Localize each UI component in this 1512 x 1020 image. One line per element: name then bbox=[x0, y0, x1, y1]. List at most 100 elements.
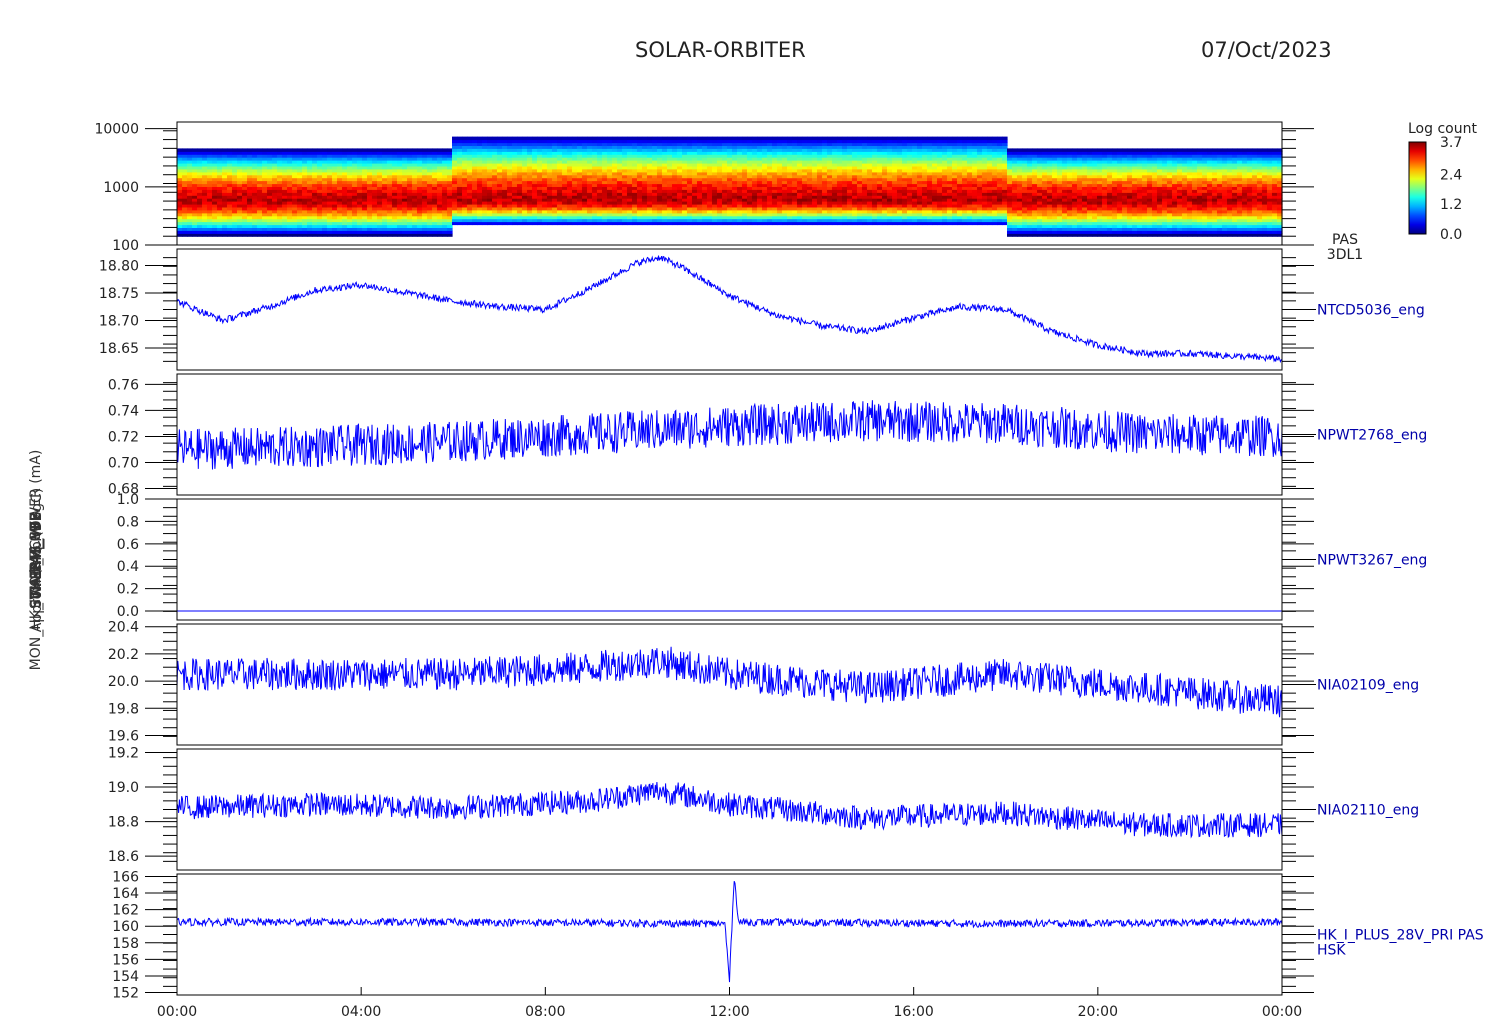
spectrogram-cell bbox=[287, 195, 293, 199]
spectrogram-cell bbox=[677, 168, 683, 173]
spectrogram-cell bbox=[362, 177, 368, 182]
spectrogram-cell bbox=[332, 177, 338, 182]
spectrogram-cell bbox=[447, 204, 453, 208]
spectrogram-cell bbox=[847, 206, 853, 211]
spectrogram-cell bbox=[682, 165, 688, 170]
spectrogram-cell bbox=[807, 186, 813, 190]
spectrogram-cell bbox=[867, 221, 873, 226]
spectrogram-cell bbox=[917, 174, 923, 179]
spectrogram-cell bbox=[187, 218, 193, 223]
spectrogram-cell bbox=[292, 195, 298, 199]
spectrogram-cell bbox=[942, 212, 948, 217]
spectrogram-cell bbox=[307, 186, 313, 190]
spectrogram-cell bbox=[472, 183, 478, 187]
spectrogram-cell bbox=[912, 183, 918, 187]
spectrogram-cell bbox=[992, 145, 998, 149]
spectrogram-cell bbox=[912, 195, 918, 199]
spectrogram-cell bbox=[737, 142, 743, 146]
spectrogram-cell bbox=[997, 201, 1003, 205]
spectrogram-cell bbox=[207, 227, 213, 231]
spectrogram-cell bbox=[322, 201, 328, 205]
spectrogram-cell bbox=[312, 157, 318, 161]
spectrogram-cell bbox=[277, 183, 283, 187]
spectrogram-cell bbox=[482, 204, 488, 208]
spectrogram-cell bbox=[542, 198, 548, 202]
spectrogram-cell bbox=[667, 186, 673, 190]
spectrogram-cell bbox=[227, 204, 233, 208]
spectrogram-cell bbox=[377, 180, 383, 185]
spectrogram-cell bbox=[717, 142, 723, 146]
spectrogram-cell bbox=[567, 142, 573, 146]
spectrogram-cell bbox=[262, 160, 268, 164]
spectrogram-cell bbox=[782, 145, 788, 149]
spectrogram-cell bbox=[732, 209, 738, 214]
spectrogram-cell bbox=[197, 206, 203, 211]
spectrogram-cell bbox=[637, 195, 643, 199]
spectrogram-cell bbox=[562, 218, 568, 223]
spectrogram-cell bbox=[267, 160, 273, 164]
spectrogram-cell bbox=[712, 195, 718, 199]
spectrogram-cell bbox=[342, 215, 348, 220]
spectrogram-cell bbox=[712, 151, 718, 155]
spectrogram-cell bbox=[332, 209, 338, 214]
spectrogram-cell bbox=[437, 186, 443, 190]
spectrogram-cell bbox=[897, 171, 903, 176]
spectrogram-cell bbox=[282, 192, 288, 196]
spectrogram-cell bbox=[897, 160, 903, 164]
spectrogram-cell bbox=[407, 201, 413, 205]
spectrogram-cell bbox=[602, 174, 608, 179]
spectrogram-cell bbox=[807, 218, 813, 223]
spectrogram-cell bbox=[207, 195, 213, 199]
spectrogram-cell bbox=[342, 195, 348, 199]
spectrogram-cell bbox=[487, 180, 493, 185]
spectrogram-cell bbox=[827, 163, 833, 167]
spectrogram-cell bbox=[692, 151, 698, 155]
spectrogram-cell bbox=[222, 224, 228, 228]
spectrogram-cell bbox=[207, 233, 213, 237]
spectrogram-cell bbox=[1002, 221, 1008, 226]
spectrogram-cell bbox=[657, 165, 663, 170]
spectrogram-cell bbox=[622, 157, 628, 161]
spectrogram-cell bbox=[877, 209, 883, 214]
spectrogram-cell bbox=[897, 145, 903, 149]
spectrogram-cell bbox=[342, 186, 348, 190]
spectrogram-cell bbox=[787, 198, 793, 202]
spectrogram-cell bbox=[967, 183, 973, 187]
spectrogram-cell bbox=[982, 201, 988, 205]
spectrogram-cell bbox=[492, 212, 498, 217]
spectrogram-cell bbox=[567, 201, 573, 205]
spectrogram-cell bbox=[827, 165, 833, 170]
spectrogram-cell bbox=[512, 198, 518, 202]
spectrogram-cell bbox=[827, 189, 833, 193]
spectrogram-cell bbox=[532, 145, 538, 149]
spectrogram-cell bbox=[417, 180, 423, 185]
spectrogram-cell bbox=[517, 168, 523, 173]
spectrogram-cell bbox=[397, 168, 403, 173]
spectrogram-cell bbox=[212, 218, 218, 223]
spectrogram-cell bbox=[652, 148, 658, 152]
spectrogram-cell bbox=[202, 192, 208, 196]
spectrogram-cell bbox=[932, 204, 938, 208]
spectrogram-cell bbox=[842, 192, 848, 196]
spectrogram-cell bbox=[702, 174, 708, 179]
spectrogram-cell bbox=[307, 212, 313, 217]
spectrogram-cell bbox=[797, 180, 803, 185]
spectrogram-cell bbox=[252, 221, 258, 226]
spectrogram-cell bbox=[667, 151, 673, 155]
spectrogram-cell bbox=[857, 201, 863, 205]
spectrogram-cell bbox=[562, 183, 568, 187]
spectrogram-cell bbox=[667, 163, 673, 167]
spectrogram-cell bbox=[517, 209, 523, 214]
spectrogram-cell bbox=[542, 192, 548, 196]
spectrogram-cell bbox=[787, 201, 793, 205]
spectrogram-cell bbox=[457, 212, 463, 217]
spectrogram-cell bbox=[352, 221, 358, 226]
spectrogram-cell bbox=[397, 221, 403, 226]
spectrogram-cell bbox=[252, 227, 258, 231]
spectrogram-cell bbox=[922, 136, 928, 141]
spectrogram-cell bbox=[222, 212, 228, 217]
spectrogram-cell bbox=[262, 206, 268, 211]
spectrogram-cell bbox=[532, 171, 538, 176]
spectrogram-cell bbox=[587, 163, 593, 167]
spectrogram-cell bbox=[962, 163, 968, 167]
